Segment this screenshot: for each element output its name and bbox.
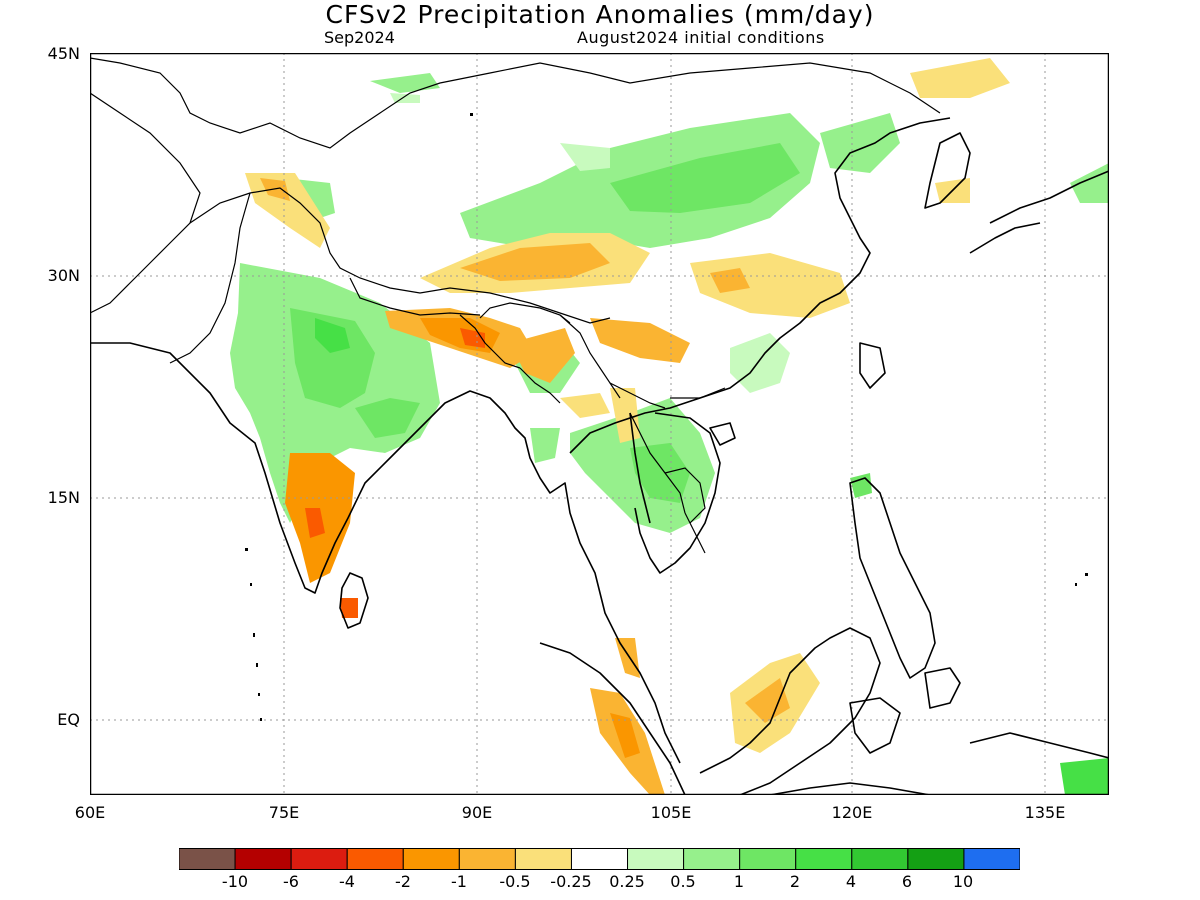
colorbar-box — [402, 848, 460, 870]
colorbar-label: 4 — [845, 872, 857, 891]
colorbar-box — [739, 848, 797, 870]
lon-label-75e: 75E — [268, 803, 300, 822]
colorbar-box — [795, 848, 853, 870]
lon-label-60e: 60E — [74, 803, 106, 822]
precipitation-anomaly-map — [90, 53, 1109, 795]
colorbar-label: 6 — [901, 872, 913, 891]
colorbar-label: -0.5 — [499, 872, 531, 891]
graticule — [90, 53, 1109, 795]
colorbar-box — [179, 848, 236, 870]
lon-label-90e: 90E — [461, 803, 493, 822]
colorbar-box — [346, 848, 404, 870]
initial-conditions-label: August2024 initial conditions — [577, 28, 825, 47]
colorbar-box — [570, 848, 629, 870]
colorbar-label: 10 — [952, 872, 974, 891]
forecast-month: Sep2024 — [324, 28, 395, 47]
colorbar-label: -1 — [451, 872, 467, 891]
colorbar-label: 0.25 — [609, 872, 645, 891]
colorbar-label: -6 — [283, 872, 299, 891]
colorbar — [179, 848, 1020, 870]
wet-anomaly-areas — [230, 73, 1109, 795]
colorbar-label: 0.5 — [670, 872, 696, 891]
small-islands — [245, 113, 1088, 721]
dry-anomaly-areas — [245, 58, 1010, 795]
colorbar-box — [290, 848, 348, 870]
colorbar-box — [234, 848, 292, 870]
colorbar-box — [851, 848, 909, 870]
colorbar-box — [683, 848, 741, 870]
colorbar-box — [627, 848, 685, 870]
colorbar-box — [458, 848, 516, 870]
colorbar-box — [514, 848, 572, 870]
colorbar-label: 1 — [733, 872, 745, 891]
lon-label-135e: 135E — [1024, 803, 1066, 822]
colorbar-label: -10 — [221, 872, 249, 891]
map-frame — [90, 53, 1109, 795]
map-title: CFSv2 Precipitation Anomalies (mm/day) — [325, 0, 875, 29]
lat-label-45n: 45N — [47, 44, 80, 63]
colorbar-box — [907, 848, 965, 870]
lon-label-120e: 120E — [831, 803, 873, 822]
country-borders — [90, 57, 941, 554]
lat-label-30n: 30N — [47, 266, 80, 285]
colorbar-label: -2 — [395, 872, 411, 891]
lon-label-105e: 105E — [650, 803, 692, 822]
lat-label-15n: 15N — [47, 488, 80, 507]
lat-label-eq: EQ — [57, 710, 80, 729]
colorbar-label: -0.25 — [550, 872, 592, 891]
coastlines — [90, 117, 1109, 795]
colorbar-label: 2 — [789, 872, 801, 891]
colorbar-label: -4 — [339, 872, 355, 891]
colorbar-box — [963, 848, 1020, 870]
